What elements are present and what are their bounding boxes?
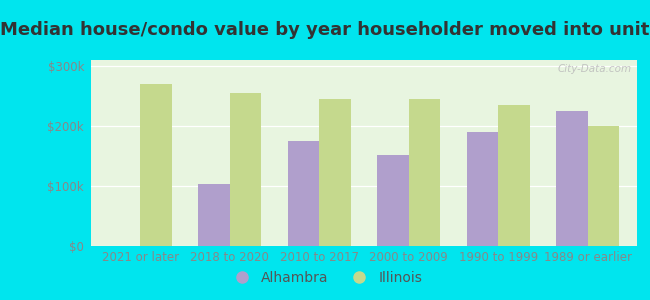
Bar (229, 93, 261, 246)
Bar (409, 99, 440, 246)
Bar (467, 132, 499, 246)
Bar (288, 141, 319, 246)
Text: Median house/condo value by year householder moved into unit: Median house/condo value by year househo… (0, 21, 650, 39)
Legend: Alhambra, Illinois: Alhambra, Illinois (222, 265, 428, 290)
Bar (499, 105, 530, 246)
Bar (319, 99, 350, 246)
Bar (140, 84, 172, 246)
Bar (198, 184, 229, 246)
Bar (378, 155, 409, 246)
Bar (588, 126, 619, 246)
Text: City-Data.com: City-Data.com (558, 64, 632, 74)
Bar (556, 111, 588, 246)
